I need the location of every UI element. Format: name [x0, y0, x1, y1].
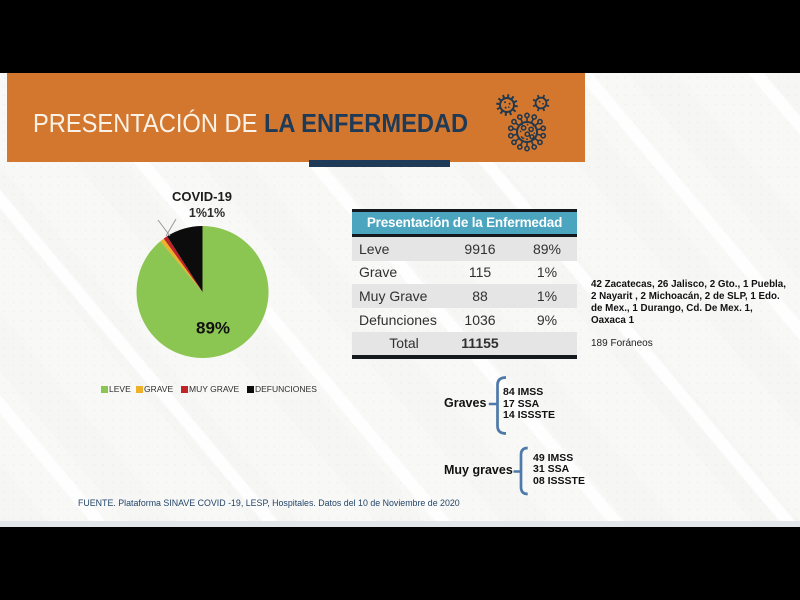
- svg-text:89%: 89%: [196, 319, 230, 338]
